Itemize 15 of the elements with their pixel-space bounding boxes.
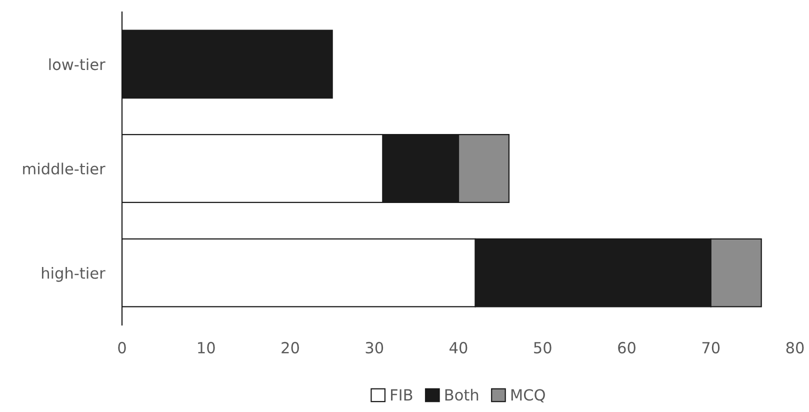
x-tick-label: 0 [118, 342, 126, 354]
x-tick-label: 60 [618, 342, 636, 354]
x-tick-label: 40 [450, 342, 468, 354]
x-tick-label: 70 [702, 342, 720, 354]
y-tick-label: middle-tier [23, 162, 106, 175]
x-tick-label: 20 [282, 342, 299, 354]
legend-label: Both [445, 388, 478, 401]
y-tick-label: high-tier [42, 267, 106, 282]
x-tick-label: 50 [534, 342, 552, 354]
x-tick-label: 10 [198, 342, 215, 354]
x-tick-label: 30 [366, 342, 384, 354]
legend-label: FIB [391, 389, 412, 400]
x-tick-label: 80 [786, 342, 804, 354]
y-tick-label: low-tier [49, 58, 106, 70]
legend-label: MCQ [511, 389, 545, 402]
